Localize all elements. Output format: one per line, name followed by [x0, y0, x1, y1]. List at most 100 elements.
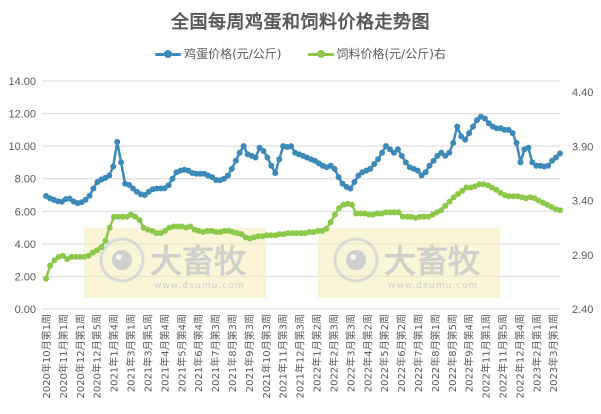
data-point[interactable]	[264, 154, 271, 161]
data-point[interactable]	[170, 223, 177, 230]
data-point[interactable]	[94, 247, 100, 254]
data-point[interactable]	[506, 193, 512, 200]
data-point[interactable]	[553, 154, 559, 161]
data-point[interactable]	[331, 211, 338, 218]
data-point[interactable]	[263, 232, 270, 239]
data-point[interactable]	[438, 207, 445, 214]
data-point[interactable]	[545, 162, 552, 169]
data-point[interactable]	[442, 202, 449, 209]
data-point[interactable]	[323, 225, 330, 232]
data-point[interactable]	[510, 193, 517, 200]
data-point[interactable]	[85, 252, 92, 259]
data-point[interactable]	[335, 174, 342, 181]
data-point[interactable]	[51, 257, 58, 264]
data-point[interactable]	[387, 209, 394, 216]
data-point[interactable]	[111, 213, 117, 220]
data-point[interactable]	[256, 144, 263, 151]
data-point[interactable]	[276, 156, 283, 163]
data-point[interactable]	[174, 223, 181, 230]
data-point[interactable]	[106, 224, 113, 231]
data-point[interactable]	[126, 181, 132, 188]
data-point[interactable]	[446, 149, 453, 156]
data-point[interactable]	[336, 205, 343, 212]
data-point[interactable]	[399, 213, 406, 220]
data-point[interactable]	[276, 231, 283, 238]
data-point[interactable]	[549, 157, 556, 164]
data-point[interactable]	[260, 148, 267, 154]
data-point[interactable]	[395, 209, 402, 216]
data-point[interactable]	[232, 157, 239, 164]
data-point[interactable]	[238, 231, 245, 238]
data-point[interactable]	[414, 167, 421, 174]
data-point[interactable]	[119, 213, 126, 220]
data-point[interactable]	[68, 253, 75, 260]
data-point[interactable]	[365, 211, 372, 218]
data-point[interactable]	[255, 233, 262, 240]
data-point[interactable]	[454, 123, 461, 130]
data-point[interactable]	[455, 191, 461, 197]
data-point[interactable]	[47, 262, 54, 269]
data-point[interactable]	[90, 185, 97, 192]
data-point[interactable]	[404, 213, 411, 220]
data-point[interactable]	[434, 152, 441, 159]
data-point[interactable]	[557, 207, 563, 214]
data-point[interactable]	[98, 244, 105, 251]
data-point[interactable]	[236, 149, 243, 156]
data-point[interactable]	[102, 237, 109, 244]
data-point[interactable]	[169, 175, 176, 182]
data-point[interactable]	[505, 126, 512, 133]
data-point[interactable]	[106, 172, 113, 179]
data-point[interactable]	[383, 143, 389, 150]
data-point[interactable]	[327, 219, 334, 226]
data-point[interactable]	[339, 180, 346, 187]
data-point[interactable]	[463, 184, 470, 191]
data-point[interactable]	[204, 227, 211, 234]
data-point[interactable]	[228, 165, 235, 172]
data-point[interactable]	[161, 227, 168, 234]
data-point[interactable]	[118, 159, 125, 166]
data-point[interactable]	[398, 152, 405, 159]
data-point[interactable]	[416, 213, 423, 220]
data-point[interactable]	[115, 213, 122, 220]
data-point[interactable]	[297, 230, 304, 237]
data-point[interactable]	[288, 143, 295, 150]
data-point[interactable]	[347, 185, 354, 192]
data-point[interactable]	[285, 230, 292, 237]
data-point[interactable]	[221, 227, 228, 234]
data-point[interactable]	[240, 143, 247, 150]
data-point[interactable]	[77, 253, 83, 260]
data-point[interactable]	[353, 210, 360, 217]
data-point[interactable]	[493, 186, 500, 193]
data-point[interactable]	[390, 149, 397, 156]
legend-item-egg[interactable]: 鸡蛋价格(元/公斤)	[155, 45, 282, 62]
data-point[interactable]	[402, 159, 409, 166]
data-point[interactable]	[187, 223, 194, 230]
data-point[interactable]	[459, 187, 466, 194]
data-point[interactable]	[371, 161, 378, 168]
data-point[interactable]	[374, 210, 381, 217]
data-point[interactable]	[272, 170, 279, 176]
data-point[interactable]	[466, 130, 473, 137]
data-point[interactable]	[476, 181, 483, 188]
data-point[interactable]	[517, 159, 524, 166]
data-point[interactable]	[529, 159, 536, 166]
data-point[interactable]	[293, 230, 300, 237]
data-point[interactable]	[525, 144, 532, 151]
data-point[interactable]	[60, 252, 66, 259]
data-point[interactable]	[367, 165, 374, 172]
data-point[interactable]	[268, 232, 275, 239]
data-point[interactable]	[331, 165, 338, 172]
data-point[interactable]	[141, 192, 148, 198]
data-point[interactable]	[289, 230, 296, 237]
data-point[interactable]	[224, 172, 231, 179]
data-point[interactable]	[132, 213, 139, 220]
data-point[interactable]	[509, 130, 516, 137]
data-point[interactable]	[348, 201, 355, 208]
data-point[interactable]	[379, 149, 386, 156]
data-point[interactable]	[430, 157, 437, 164]
data-point[interactable]	[485, 120, 492, 127]
data-point[interactable]	[212, 229, 219, 235]
data-point[interactable]	[110, 163, 117, 170]
data-point[interactable]	[72, 253, 79, 260]
legend-item-feed[interactable]: 饲料价格(元/公斤)右	[307, 45, 446, 62]
